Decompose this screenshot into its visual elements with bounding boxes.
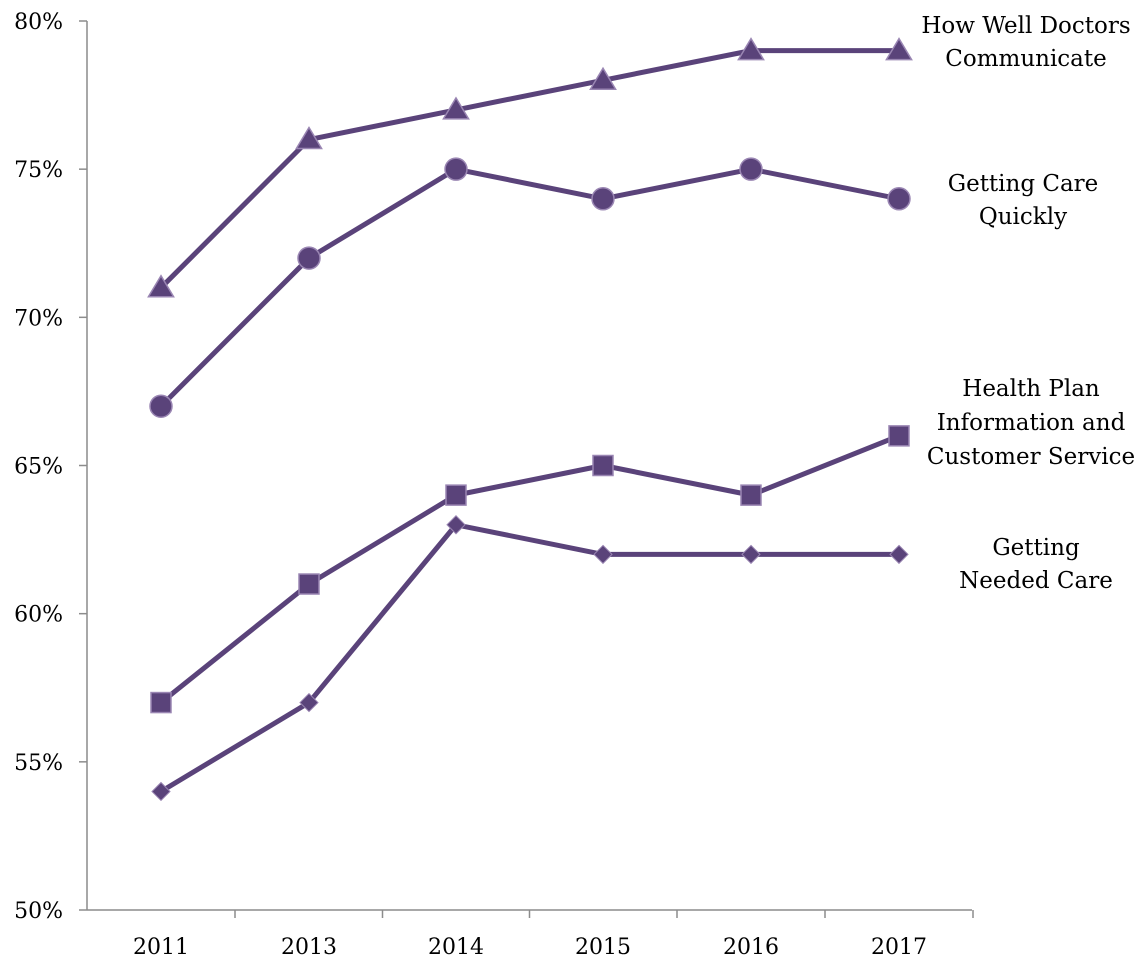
diamond-marker: [299, 692, 319, 713]
square-marker: [445, 484, 467, 506]
square-marker: [298, 573, 320, 595]
y-tick-label: 65%: [14, 455, 63, 480]
series-line: [158, 433, 902, 706]
series-lines: [158, 48, 902, 794]
series-label-line: Quickly: [979, 204, 1067, 230]
diamond-marker: [593, 544, 613, 565]
circle-marker: [739, 157, 763, 181]
x-tick-label: 2013: [281, 935, 337, 960]
series-label: How Well Doctors Communicate: [921, 13, 1130, 72]
x-tick-label: 2011: [133, 935, 189, 960]
y-axis: 50% 55% 60% 65% 70% 75% 80%: [14, 10, 88, 924]
square-marker: [888, 425, 910, 447]
triangle-marker: [295, 126, 323, 150]
series-line: [158, 522, 902, 794]
series-label-line: Information and: [937, 410, 1126, 436]
square-marker: [592, 454, 614, 477]
circle-marker: [887, 187, 911, 211]
square-marker: [150, 691, 172, 714]
circle-marker: [444, 157, 468, 181]
triangle-marker: [885, 37, 913, 61]
x-axis: 2011 2013 2014 2015 2016 2017: [87, 909, 974, 960]
x-tick-label: 2015: [575, 935, 631, 960]
circle-marker: [297, 246, 321, 270]
series-label: Health Plan Information and Customer Servi…: [927, 376, 1135, 470]
series-line: [158, 48, 902, 291]
y-tick-label: 60%: [14, 603, 63, 628]
y-tick-label: 55%: [14, 751, 63, 776]
x-tick-label: 2016: [723, 935, 779, 960]
x-tick-label: 2014: [428, 935, 484, 960]
diamond-marker: [446, 515, 466, 535]
circle-marker: [149, 394, 173, 418]
triangle-marker: [737, 37, 765, 61]
y-tick-label: 50%: [14, 899, 63, 924]
series-label-line: Needed Care: [959, 568, 1113, 594]
series-label: Getting Care Quickly: [948, 171, 1099, 230]
series-label-line: Getting: [992, 535, 1080, 561]
square-marker: [740, 484, 762, 506]
series-labels: How Well Doctors Communicate Getting Care Q…: [921, 13, 1135, 594]
triangle-marker: [442, 96, 470, 120]
diamond-marker: [151, 781, 171, 802]
triangle-marker: [589, 66, 617, 91]
series-label-line: Getting Care: [948, 171, 1099, 197]
y-tick-label: 80%: [14, 10, 63, 35]
series-label-line: Communicate: [945, 46, 1107, 72]
diamond-marker: [741, 544, 761, 565]
x-tick-label: 2017: [871, 935, 927, 960]
series-label: Getting Needed Care: [959, 535, 1113, 594]
diamond-marker: [889, 544, 909, 565]
series-label-line: Customer Service: [927, 444, 1135, 470]
circle-marker: [591, 187, 615, 211]
series-label-line: Health Plan: [962, 376, 1100, 402]
series-markers: [147, 37, 913, 802]
y-tick-label: 70%: [14, 306, 63, 331]
series-line: [158, 166, 902, 409]
y-tick-label: 75%: [14, 158, 63, 183]
series-label-line: How Well Doctors: [921, 13, 1130, 39]
triangle-marker: [147, 274, 175, 298]
